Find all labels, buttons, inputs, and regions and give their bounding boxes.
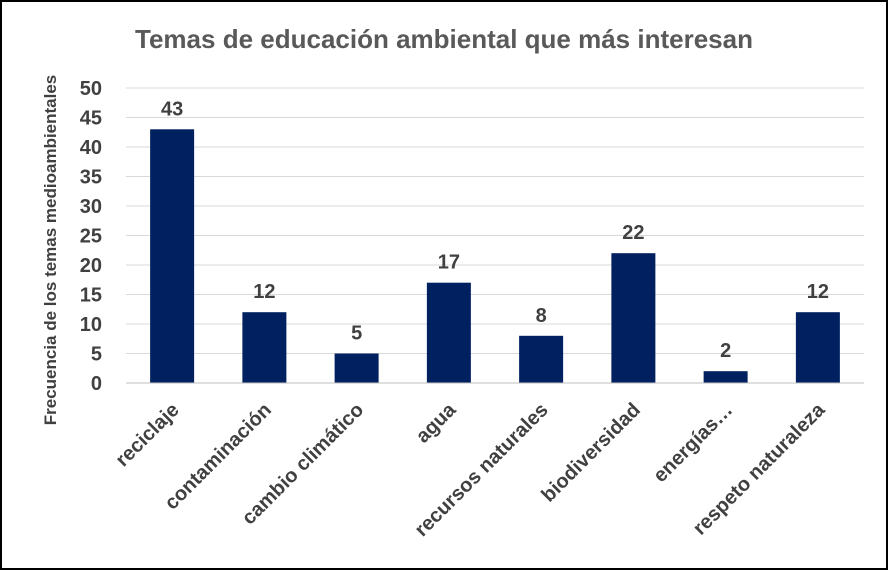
category-label: reciclaje (111, 399, 183, 471)
y-tick-label: 25 (80, 226, 102, 248)
category-label: agua (412, 398, 461, 447)
bars (150, 129, 840, 383)
y-tick-label: 0 (91, 373, 102, 395)
category-label: energías… (649, 399, 737, 487)
bar (242, 312, 287, 383)
y-tick-label: 45 (80, 108, 102, 130)
y-tick-label: 5 (91, 344, 102, 366)
bar (150, 129, 195, 383)
data-label: 12 (807, 281, 829, 303)
chart-title: Temas de educación ambiental que más int… (135, 24, 753, 54)
y-tick-label: 15 (80, 285, 102, 307)
y-tick-label: 40 (80, 137, 102, 159)
bar (703, 371, 748, 383)
y-tick-label: 20 (80, 255, 102, 277)
data-label: 22 (622, 222, 644, 244)
bar (519, 335, 564, 383)
gridlines (126, 87, 864, 354)
y-tick-label: 10 (80, 314, 102, 336)
data-label: 43 (161, 98, 183, 120)
data-label: 2 (720, 340, 731, 362)
data-label: 8 (536, 305, 547, 327)
data-label: 12 (253, 281, 275, 303)
y-tick-label: 50 (80, 78, 102, 100)
data-label: 5 (351, 323, 362, 345)
bar (611, 253, 656, 383)
bar (334, 353, 379, 383)
y-axis-ticks: 0 5 10 15 20 25 30 35 40 45 50 (80, 78, 102, 395)
y-tick-label: 30 (80, 196, 102, 218)
category-label: biodiversidad (537, 399, 645, 507)
y-axis-label: Frecuencia de los temas medioambientales (41, 75, 60, 426)
bar (795, 312, 840, 383)
data-label: 17 (438, 252, 460, 274)
y-tick-label: 35 (80, 167, 102, 189)
bar (426, 282, 471, 383)
